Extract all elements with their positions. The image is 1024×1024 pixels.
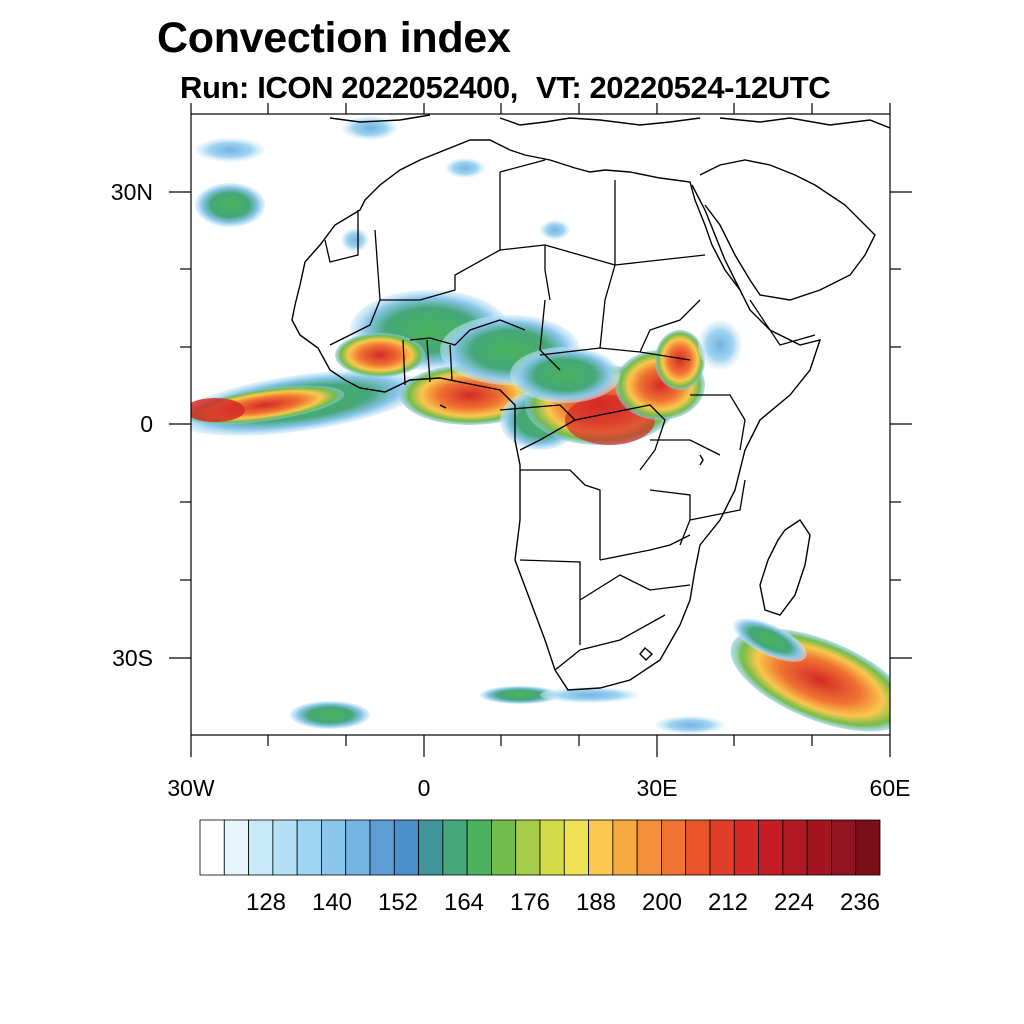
colorbar-swatch bbox=[709, 819, 735, 876]
colorbar-label: 188 bbox=[575, 889, 617, 916]
x-tick-label-0: 0 bbox=[417, 775, 431, 801]
axis-ticks bbox=[169, 103, 912, 757]
colorbar-swatch bbox=[296, 819, 322, 876]
colorbar-swatch bbox=[685, 819, 711, 876]
colorbar-label: 236 bbox=[839, 889, 881, 916]
colorbar-label: 176 bbox=[509, 889, 551, 916]
colorbar-label: 140 bbox=[311, 889, 353, 916]
colorbar-swatch bbox=[636, 819, 662, 876]
colorbar-swatch bbox=[345, 819, 371, 876]
colorbar-swatch bbox=[369, 819, 395, 876]
colorbar-swatch bbox=[733, 819, 759, 876]
colorbar-swatch bbox=[661, 819, 687, 876]
colorbar-swatch bbox=[418, 819, 444, 876]
y-tick-label-0: 0 bbox=[140, 411, 153, 437]
colorbar-swatch bbox=[831, 819, 857, 876]
colorbar-label: 200 bbox=[641, 889, 683, 916]
colorbar-swatch bbox=[321, 819, 347, 876]
colorbar-label: 164 bbox=[443, 889, 485, 916]
x-tick-label-60e: 60E bbox=[869, 775, 911, 801]
colorbar-swatch bbox=[782, 819, 808, 876]
colorbar-swatch bbox=[248, 819, 274, 876]
colorbar-swatch bbox=[199, 819, 225, 876]
colorbar-label: 128 bbox=[245, 889, 287, 916]
y-tick-label-30s: 30S bbox=[112, 645, 153, 671]
coastlines bbox=[291, 114, 890, 691]
colorbar-swatch bbox=[855, 819, 881, 876]
colorbar-swatch bbox=[612, 819, 638, 876]
run-label: Run: ICON 2022052400, bbox=[180, 70, 518, 105]
colorbar-swatch bbox=[223, 819, 249, 876]
colorbar-swatch bbox=[515, 819, 541, 876]
colorbar-swatch bbox=[491, 819, 517, 876]
x-tick-label-30e: 30E bbox=[636, 775, 678, 801]
colorbar-swatch bbox=[563, 819, 589, 876]
colorbar-swatch bbox=[272, 819, 298, 876]
colorbar-swatch bbox=[466, 819, 492, 876]
colorbar-swatch bbox=[758, 819, 784, 876]
colorbar-label: 224 bbox=[773, 889, 815, 916]
colorbar bbox=[199, 819, 881, 876]
colorbar-swatch bbox=[806, 819, 832, 876]
map-title: Convection index bbox=[157, 14, 511, 62]
country-borders bbox=[324, 159, 816, 671]
x-tick-label-30w: 30W bbox=[167, 775, 215, 801]
convection-field bbox=[191, 116, 890, 734]
colorbar-swatch bbox=[539, 819, 565, 876]
y-tick-label-30n: 30N bbox=[110, 179, 153, 205]
colorbar-label: 152 bbox=[377, 889, 419, 916]
valid-time-label: VT: 20220524-12UTC bbox=[535, 70, 831, 105]
map-subtitle: Run: ICON 2022052400, VT: 20220524-12UTC bbox=[180, 70, 831, 106]
colorbar-label: 212 bbox=[707, 889, 749, 916]
colorbar-swatch bbox=[588, 819, 614, 876]
colorbar-swatch bbox=[442, 819, 468, 876]
colorbar-swatch bbox=[393, 819, 419, 876]
